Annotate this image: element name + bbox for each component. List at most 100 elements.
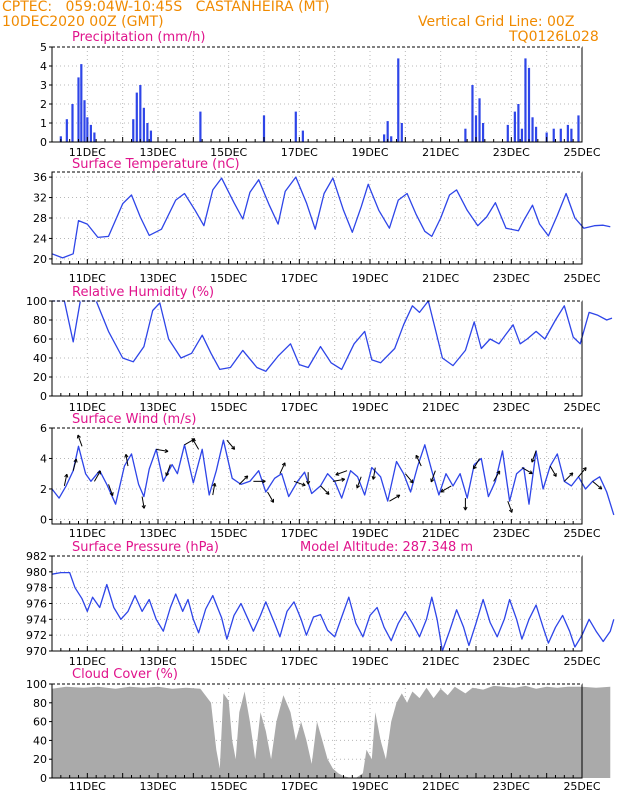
run-date: 10DEC2020 00Z (GMT) bbox=[2, 14, 164, 30]
panel-relative-humidity: 0 20 40 60 80 100 11DEC 13DEC 15DEC 17DEC 19DEC 21D… bbox=[26, 285, 613, 414]
wind-arrow bbox=[279, 462, 286, 474]
precip-bar bbox=[71, 104, 74, 142]
precip-bar bbox=[397, 58, 400, 142]
x-tick-label: 25DEC bbox=[563, 780, 600, 793]
precip-bar bbox=[471, 85, 474, 142]
precip-bar bbox=[386, 121, 389, 142]
wind-arrow bbox=[76, 434, 83, 447]
wind-arrow bbox=[124, 453, 129, 467]
panel-frame bbox=[51, 427, 583, 525]
y-tick-label: 980 bbox=[26, 566, 47, 579]
wind-arrow bbox=[108, 484, 114, 497]
precip-bar bbox=[531, 117, 534, 142]
precip-bar bbox=[464, 128, 467, 142]
precip-bar bbox=[474, 115, 478, 142]
precip-bar bbox=[65, 119, 68, 142]
surface-temperature-line bbox=[51, 176, 611, 259]
precip-bar bbox=[559, 128, 562, 142]
precip-bar bbox=[86, 117, 89, 142]
wind-arrow bbox=[320, 485, 330, 495]
x-tick-label: 11DEC bbox=[69, 780, 106, 793]
x-tick-label: 15DEC bbox=[210, 146, 247, 159]
x-tick-label: 11DEC bbox=[69, 401, 106, 414]
wind-arrow bbox=[507, 500, 513, 513]
y-tick-label: 40 bbox=[33, 734, 47, 747]
x-tick-label: 13DEC bbox=[139, 780, 176, 793]
x-tick-label: 25DEC bbox=[563, 272, 600, 285]
panel-frame bbox=[51, 300, 583, 397]
relative-humidity-line bbox=[52, 300, 613, 372]
y-tick-label: 972 bbox=[26, 629, 47, 642]
wind-arrow bbox=[156, 448, 169, 454]
panel-title: Surface Temperature (nC) bbox=[72, 157, 240, 172]
x-tick-label: 15DEC bbox=[210, 655, 247, 668]
x-tick-label: 25DEC bbox=[563, 146, 600, 159]
wind-arrow bbox=[440, 485, 452, 493]
wind-arrow bbox=[332, 477, 346, 482]
y-tick-label: 60 bbox=[33, 333, 47, 346]
y-tick-label: 970 bbox=[26, 645, 47, 658]
wind-arrow bbox=[63, 473, 69, 487]
wind-arrow bbox=[253, 479, 266, 484]
y-tick-label: 60 bbox=[33, 716, 47, 729]
x-tick-label: 21DEC bbox=[422, 146, 459, 159]
y-tick-label: 0 bbox=[40, 513, 47, 526]
x-tick-label: 19DEC bbox=[351, 401, 388, 414]
x-tick-label: 25DEC bbox=[563, 527, 600, 540]
precip-bar bbox=[139, 85, 142, 142]
wind-arrow bbox=[463, 498, 468, 511]
y-tick-label: 4 bbox=[40, 452, 47, 465]
y-tick-label: 982 bbox=[26, 550, 47, 563]
x-tick-label: 11DEC bbox=[69, 527, 106, 540]
precip-bar bbox=[481, 123, 485, 142]
precip-bar bbox=[294, 111, 297, 142]
x-tick-label: 23DEC bbox=[493, 655, 530, 668]
precip-bar bbox=[83, 100, 86, 142]
surface-wind-line bbox=[51, 439, 615, 516]
y-tick-label: 20 bbox=[33, 253, 47, 266]
meteogram-panels: 0 1 2 3 4 5 11DEC 13DEC 15DEC 17DEC 19DEC 21DEC 23DE… bbox=[26, 30, 615, 793]
wind-arrow bbox=[563, 472, 574, 482]
wind-arrow bbox=[93, 470, 101, 482]
x-tick-label: 25DEC bbox=[563, 401, 600, 414]
x-tick-label: 13DEC bbox=[139, 655, 176, 668]
panel-surface-temperature: 20 24 28 32 36 11DEC 13DEC 15DEC 17DEC 19DEC 21DEC… bbox=[33, 157, 611, 285]
wind-arrow bbox=[72, 458, 78, 471]
x-tick-label: 13DEC bbox=[139, 272, 176, 285]
precip-bar bbox=[400, 123, 403, 142]
x-tick-label: 11DEC bbox=[69, 272, 106, 285]
wind-arrow bbox=[356, 476, 362, 489]
x-tick-label: 21DEC bbox=[422, 401, 459, 414]
precip-bar bbox=[520, 128, 524, 142]
panel-frame bbox=[51, 46, 583, 143]
precip-bar bbox=[199, 111, 202, 142]
x-tick-label: 13DEC bbox=[139, 527, 176, 540]
x-tick-label: 15DEC bbox=[210, 780, 247, 793]
y-tick-label: 976 bbox=[26, 598, 47, 611]
x-tick-label: 23DEC bbox=[493, 146, 530, 159]
y-tick-label: 24 bbox=[33, 232, 47, 245]
wind-arrow bbox=[238, 475, 249, 485]
precip-bar bbox=[577, 115, 580, 142]
panel-precipitation: 0 1 2 3 4 5 11DEC 13DEC 15DEC 17DEC 19DEC 21DEC 23DE… bbox=[40, 30, 601, 159]
panel-title: Relative Humidity (%) bbox=[72, 285, 214, 300]
x-tick-label: 23DEC bbox=[493, 780, 530, 793]
precip-bar bbox=[93, 132, 96, 142]
precip-bar bbox=[524, 58, 527, 142]
x-tick-label: 15DEC bbox=[210, 272, 247, 285]
x-tick-label: 21DEC bbox=[422, 655, 459, 668]
wind-arrow bbox=[306, 472, 311, 485]
x-tick-label: 23DEC bbox=[493, 272, 530, 285]
y-tick-label: 20 bbox=[33, 753, 47, 766]
wind-arrow bbox=[192, 438, 200, 450]
precip-bar bbox=[149, 130, 153, 142]
wind-arrow bbox=[592, 480, 603, 490]
x-tick-label: 11DEC bbox=[69, 146, 106, 159]
wind-arrow bbox=[335, 470, 348, 476]
wind-arrow bbox=[267, 491, 275, 503]
x-tick-label: 17DEC bbox=[281, 401, 318, 414]
precip-bar bbox=[77, 77, 80, 142]
x-tick-label: 13DEC bbox=[139, 146, 176, 159]
precip-bar bbox=[506, 124, 509, 142]
x-tick-label: 13DEC bbox=[139, 401, 176, 414]
